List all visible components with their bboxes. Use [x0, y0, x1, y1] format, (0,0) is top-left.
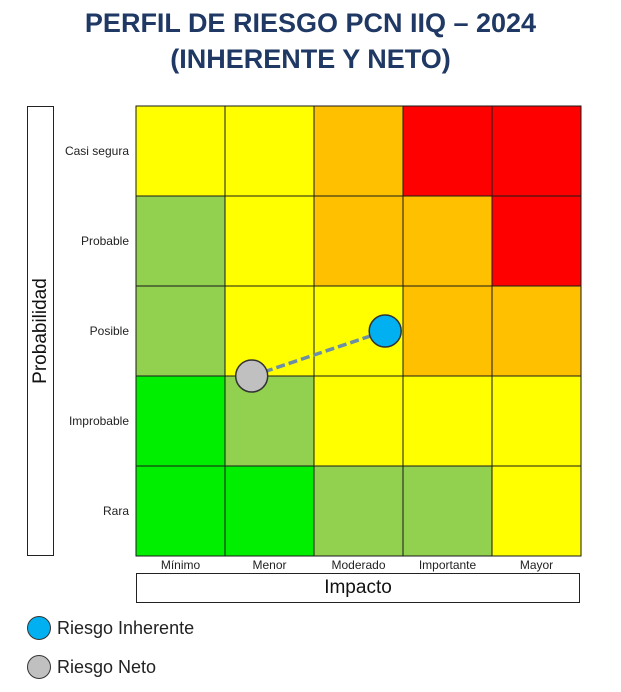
chart-title-line-1: PERFIL DE RIESGO PCN IIQ – 2024: [84, 8, 537, 38]
matrix-cell-r3-c3: [402, 375, 493, 467]
matrix-cell-r3-c1: [224, 375, 315, 467]
matrix-cell-r0-c2: [313, 105, 404, 197]
x-axis-label: Impacto: [324, 577, 392, 598]
x-axis-label-box: Impacto: [136, 573, 580, 603]
y-tick-label: Rara: [103, 504, 129, 518]
x-tick-label: Importante: [419, 558, 477, 572]
matrix-cell-r2-c1: [224, 285, 315, 377]
matrix-cell-r1-c0: [135, 195, 226, 287]
matrix-cell-r4-c4: [491, 465, 582, 557]
matrix-cell-r3-c2: [313, 375, 404, 467]
matrix-cell-r1-c3: [402, 195, 493, 287]
chart-title-line-2: (INHERENTE Y NETO): [170, 44, 451, 74]
matrix-cell-r2-c0: [135, 285, 226, 377]
y-tick-label: Casi segura: [65, 144, 129, 158]
matrix-cell-r0-c4: [491, 105, 582, 197]
x-tick-label: Mínimo: [161, 558, 201, 572]
matrix-cell-r1-c4: [491, 195, 582, 287]
y-tick-label: Posible: [90, 324, 130, 338]
legend-item-inherent: Riesgo Inherente: [27, 614, 194, 642]
matrix-cell-r4-c0: [135, 465, 226, 557]
y-tick-label: Probable: [81, 234, 129, 248]
y-tick-label: Improbable: [69, 414, 129, 428]
y-axis-label-box: Probabilidad: [27, 106, 54, 556]
matrix-cell-r4-c2: [313, 465, 404, 557]
matrix-cell-r0-c1: [224, 105, 315, 197]
legend-marker-net-icon: [27, 655, 51, 679]
legend-marker-inherent-icon: [27, 616, 51, 640]
matrix-cell-r3-c0: [135, 375, 226, 467]
x-tick-label: Menor: [252, 558, 286, 572]
legend-label-net: Riesgo Neto: [57, 656, 157, 677]
legend-item-net: Riesgo Neto: [27, 653, 156, 681]
point-riesgo-neto: [234, 359, 269, 393]
matrix-cell-r2-c4: [491, 285, 582, 377]
matrix-cell-r0-c0: [135, 105, 226, 197]
inherent-to-net-connector: [251, 329, 386, 378]
legend-label-inherent: Riesgo Inherente: [57, 617, 195, 638]
risk-matrix: Casi segura Probable Posible Improbable Rara…: [65, 105, 582, 572]
x-tick-label: Mayor: [520, 558, 553, 572]
matrix-cell-r0-c3: [402, 105, 493, 197]
point-riesgo-inherente: [368, 314, 402, 348]
matrix-cell-r4-c1: [224, 465, 315, 557]
matrix-cell-r1-c2: [313, 195, 404, 287]
matrix-cell-r3-c4: [491, 375, 582, 467]
x-tick-label: Moderado: [331, 558, 385, 572]
matrix-cell-r4-c3: [402, 465, 493, 557]
matrix-cell-r2-c3: [402, 285, 493, 377]
matrix-cell-r1-c1: [224, 195, 315, 287]
